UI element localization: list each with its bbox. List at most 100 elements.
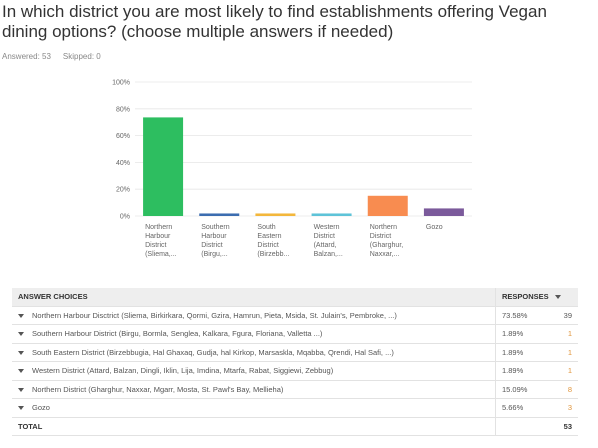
x-tick-line: Eastern: [257, 233, 281, 240]
cell-text: 73.58%: [502, 310, 528, 320]
dropdown-arrow[interactable]: [18, 350, 24, 355]
bar: [255, 213, 296, 216]
table-cell: 1.89%: [495, 343, 552, 362]
cell-text: South Eastern District (Birzebbugia, Hal…: [32, 347, 394, 357]
cell-text: Northern District (Gharghur, Naxxar, Mga…: [32, 384, 284, 394]
x-tick-line: Northern: [370, 224, 397, 231]
cell-text: 1.89%: [502, 347, 524, 357]
x-tick-line: (Birgu,...: [201, 251, 228, 258]
table-row: Gozo 5.66% 3: [12, 398, 578, 418]
table-cell: 1: [552, 324, 578, 344]
x-tick-line: Northern: [145, 224, 172, 231]
table-row: TOTAL 53: [12, 417, 578, 436]
bar: [423, 208, 464, 216]
y-tick-label: 40%: [116, 160, 130, 167]
dropdown-arrow[interactable]: [18, 313, 24, 318]
cell-text: 39: [563, 310, 572, 320]
table-cell: ANSWER CHOICES: [12, 288, 496, 307]
x-tick-line: (Birzebb...: [257, 251, 289, 258]
y-tick-label: 80%: [116, 106, 130, 113]
cell-text: 15.09%: [502, 384, 528, 394]
table-cell: 8: [552, 380, 578, 399]
answered: Answered: 53: [2, 52, 51, 61]
x-tick-line: Harbour: [145, 233, 171, 240]
x-tick-line: District: [257, 242, 278, 249]
table-row: Northern Harbour Disctrict (Sliema, Birk…: [12, 306, 578, 325]
table-cell: Gozo: [12, 398, 496, 418]
cell-text: 1: [567, 347, 572, 357]
table-cell: 1.89%: [495, 324, 552, 344]
x-tick-line: Harbour: [201, 233, 227, 240]
question-title: In which district you are most likely to…: [2, 2, 547, 41]
cell-text: TOTAL: [18, 421, 43, 431]
x-tick-line: District: [145, 242, 166, 249]
cell-text: Western District (Attard, Balzan, Dingli…: [32, 366, 334, 376]
dropdown-arrow[interactable]: [18, 387, 24, 392]
x-tick-line: District: [314, 233, 335, 240]
table-cell: 53: [552, 417, 578, 436]
table-row: Southern Harbour District (Birgu, Bormla…: [12, 324, 578, 344]
bar: [143, 117, 184, 216]
x-tick-label: Northern District (Gharghur, Naxxar,...: [370, 224, 404, 258]
x-tick-line: (Sliema,...: [145, 251, 177, 258]
table-row: Northern District (Gharghur, Naxxar, Mga…: [12, 380, 578, 399]
x-tick-label: South Eastern District (Birzebb...: [257, 224, 289, 258]
table-cell: Southern Harbour District (Birgu, Bormla…: [12, 324, 496, 344]
skipped: Skipped: 0: [62, 52, 101, 61]
table-cell: RESPONSES: [495, 288, 578, 307]
responses-table: ANSWER CHOICES RESPONSES Northern Harbour …: [12, 288, 578, 436]
cell-text: 53: [563, 421, 572, 431]
table-cell: 1: [552, 343, 578, 362]
cell-text: 8: [567, 384, 572, 394]
cell-text: 1.89%: [502, 366, 524, 376]
sort-arrow[interactable]: [554, 295, 561, 300]
cell-text: RESPONSES: [502, 292, 549, 302]
x-tick-label: Southern Harbour District (Birgu,...: [201, 224, 230, 258]
x-tick-line: District: [201, 242, 222, 249]
table-cell: [495, 417, 552, 436]
cell-text: Northern Harbour Disctrict (Sliema, Birk…: [32, 310, 397, 320]
chart: 0% 20% 40% 60% 80% 100% Northern Harbour Distric…: [112, 80, 472, 258]
table-cell: 1.89%: [495, 361, 552, 381]
table-cell: 15.09%: [495, 380, 552, 399]
x-tick-line: (Gharghur,: [370, 242, 404, 249]
cell-text: Gozo: [32, 403, 50, 413]
table-cell: 73.58%: [495, 306, 552, 325]
cell-text: ANSWER CHOICES: [18, 292, 88, 302]
dropdown-arrow[interactable]: [18, 332, 24, 337]
table-cell: Northern District (Gharghur, Naxxar, Mga…: [12, 380, 496, 399]
x-tick-label: Northern Harbour District (Sliema,...: [145, 224, 177, 258]
table-row: South Eastern District (Birzebbugia, Hal…: [12, 343, 578, 362]
bar: [367, 195, 408, 216]
x-tick-line: District: [370, 233, 391, 240]
table-cell: South Eastern District (Birzebbugia, Hal…: [12, 343, 496, 362]
cell-text: Southern Harbour District (Birgu, Bormla…: [32, 329, 323, 339]
x-tick-line: (Attard,: [314, 242, 337, 249]
y-tick-label: 60%: [116, 133, 130, 140]
x-tick-line: Western: [314, 224, 340, 231]
table-cell: 5.66%: [495, 398, 552, 418]
table-cell: 1: [552, 361, 578, 381]
response-meta: Answered: 53 Skipped: 0: [2, 52, 113, 61]
dropdown-arrow[interactable]: [18, 369, 24, 374]
cell-text: 1.89%: [502, 329, 524, 339]
table-cell: Western District (Attard, Balzan, Dingli…: [12, 361, 496, 381]
x-tick-line: South: [257, 224, 275, 231]
table-cell: Northern Harbour Disctrict (Sliema, Birk…: [12, 306, 496, 325]
bar: [199, 213, 240, 216]
table-cell: 39: [552, 306, 578, 325]
x-tick-line: Southern: [201, 224, 230, 231]
x-tick-line: Balzan,...: [314, 251, 343, 258]
table-cell: 3: [552, 398, 578, 418]
y-tick-label: 100%: [112, 80, 130, 87]
table-cell: TOTAL: [12, 417, 496, 436]
cell-text: 1: [567, 366, 572, 376]
x-tick-label: Western District (Attard, Balzan,...: [314, 224, 343, 258]
y-tick-label: 0%: [120, 214, 130, 221]
cell-text: 3: [567, 403, 572, 413]
x-tick-label: Gozo: [426, 224, 443, 231]
table-row: Western District (Attard, Balzan, Dingli…: [12, 361, 578, 381]
x-tick-line: Naxxar,...: [370, 251, 400, 258]
dropdown-arrow[interactable]: [18, 406, 24, 411]
